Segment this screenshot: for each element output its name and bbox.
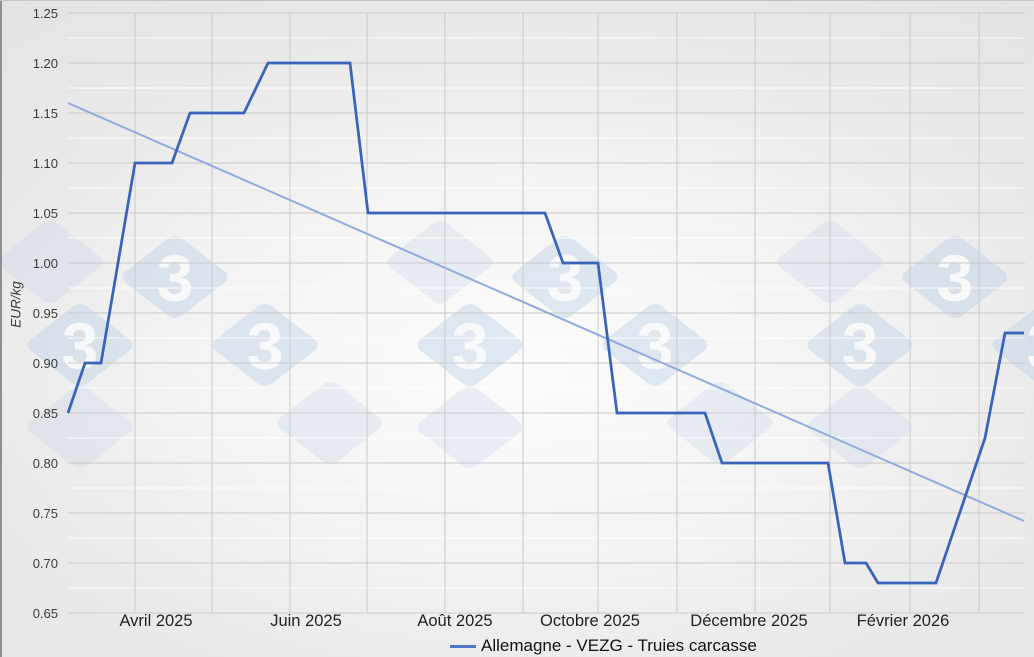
- y-tick-label: 0.65: [32, 605, 58, 621]
- watermark-diamond: [122, 236, 228, 318]
- watermark-glyph: 3: [1027, 309, 1034, 383]
- watermark-glyph: 3: [842, 309, 879, 383]
- watermark-diamond: [807, 304, 913, 386]
- watermark-glyph: 3: [937, 241, 974, 315]
- y-axis-title: EUR/kg: [8, 281, 24, 328]
- legend-label: Allemagne - VEZG - Truies carcasse: [481, 636, 757, 655]
- x-tick-label: Février 2026: [856, 612, 950, 630]
- y-tick-label: 0.95: [32, 305, 58, 321]
- watermark-diamond: [667, 382, 773, 464]
- x-tick-label: Juin 2025: [270, 612, 342, 630]
- watermark-diamond: [807, 386, 913, 468]
- watermark-diamond: [602, 304, 708, 386]
- x-tick-label: Avril 2025: [119, 612, 193, 630]
- x-tick-label: Décembre 2025: [690, 612, 808, 630]
- x-tick-label: Août 2025: [417, 612, 493, 630]
- price-line: [66, 61, 1024, 585]
- watermark-diamond: [992, 304, 1034, 386]
- y-tick-label: 0.85: [32, 405, 58, 421]
- legend-line-swatch: [450, 644, 476, 648]
- watermark-glyph: 3: [247, 309, 284, 383]
- y-tick-label: 1.10: [32, 155, 58, 171]
- watermark-diamond: [512, 236, 618, 318]
- y-tick-label: 1.20: [32, 55, 58, 71]
- y-tick-label: 1.00: [32, 255, 58, 271]
- watermark-diamond: [387, 221, 493, 303]
- watermark-diamond: [902, 236, 1008, 318]
- y-tick-label: 0.75: [32, 505, 58, 521]
- y-tick-label: 1.05: [32, 205, 58, 221]
- watermark-diamond: [277, 382, 383, 464]
- watermark-glyph: 3: [547, 241, 584, 315]
- y-tick-label: 1.15: [32, 105, 58, 121]
- watermark-diamond: [27, 386, 133, 468]
- y-tick-label: 0.70: [32, 555, 58, 571]
- watermark-diamond: [0, 221, 103, 303]
- trend-line: [67, 102, 1025, 522]
- watermark-diamond: [417, 304, 523, 386]
- watermark-diamond: [212, 304, 318, 386]
- legend-item[interactable]: Allemagne - VEZG - Truies carcasse: [450, 636, 757, 656]
- watermark-diamond: [417, 386, 523, 468]
- y-tick-label: 0.90: [32, 355, 58, 371]
- watermark-glyph: 3: [62, 309, 99, 383]
- y-tick-label: 0.80: [32, 455, 58, 471]
- x-tick-label: Octobre 2025: [540, 612, 640, 630]
- y-tick-label: 1.25: [32, 5, 58, 21]
- watermark-glyph: 3: [452, 309, 489, 383]
- watermark-glyph: 3: [157, 241, 194, 315]
- watermark-glyph: 3: [637, 309, 674, 383]
